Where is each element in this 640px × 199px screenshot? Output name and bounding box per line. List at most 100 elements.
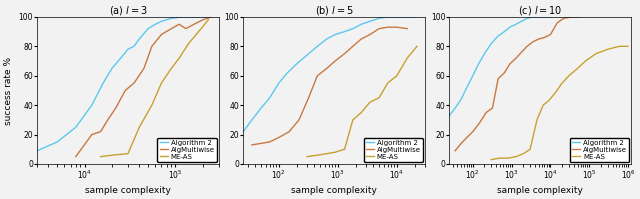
Algorithm 2	[53, 141, 61, 143]
AlgMultiwise	[182, 27, 189, 30]
Algorithm 2	[488, 42, 495, 45]
Algorithm 2	[248, 119, 256, 121]
AlgMultiwise	[500, 72, 508, 74]
ME-AS	[604, 48, 612, 50]
Algorithm 2	[195, 16, 202, 18]
AlgMultiwise	[168, 27, 175, 30]
Algorithm 2	[108, 67, 116, 70]
Algorithm 2	[275, 82, 283, 84]
AlgMultiwise	[248, 144, 256, 146]
AlgMultiwise	[305, 97, 312, 99]
AlgMultiwise	[140, 67, 148, 70]
Legend: Algorithm 2, AlgMultiwise, ME-AS: Algorithm 2, AlgMultiwise, ME-AS	[364, 138, 423, 162]
AlgMultiwise	[157, 33, 165, 36]
Algorithm 2	[375, 17, 383, 20]
AlgMultiwise	[349, 45, 356, 48]
Algorithm 2	[136, 38, 143, 40]
AlgMultiwise	[332, 60, 339, 62]
ME-AS	[545, 100, 552, 102]
Algorithm 2	[152, 23, 159, 25]
Algorithm 2	[469, 75, 477, 77]
ME-AS	[195, 30, 202, 33]
ME-AS	[375, 97, 383, 99]
ME-AS	[582, 60, 589, 62]
Algorithm 2	[500, 30, 508, 33]
Algorithm 2	[512, 23, 520, 25]
AlgMultiwise	[451, 150, 459, 152]
AlgMultiwise	[358, 38, 365, 40]
ME-AS	[349, 119, 356, 121]
AlgMultiwise	[403, 27, 411, 30]
ME-AS	[573, 67, 581, 70]
Algorithm 2	[314, 45, 321, 48]
Algorithm 2	[451, 107, 459, 109]
X-axis label: sample complexity: sample complexity	[85, 186, 171, 195]
Title: (c) $l = 10$: (c) $l = 10$	[518, 4, 563, 17]
Line: Algorithm 2: Algorithm 2	[243, 17, 417, 132]
AlgMultiwise	[130, 82, 138, 84]
ME-AS	[551, 92, 559, 95]
Line: AlgMultiwise: AlgMultiwise	[252, 27, 407, 145]
AlgMultiwise	[340, 53, 348, 55]
Title: (a) $l = 3$: (a) $l = 3$	[109, 4, 147, 17]
ME-AS	[303, 155, 311, 158]
Algorithm 2	[463, 86, 470, 89]
Algorithm 2	[529, 16, 536, 18]
AlgMultiwise	[148, 45, 156, 48]
ME-AS	[592, 53, 600, 55]
Line: ME-AS: ME-AS	[492, 46, 628, 160]
ME-AS	[504, 157, 512, 159]
Algorithm 2	[33, 150, 41, 152]
ME-AS	[204, 19, 212, 21]
ME-AS	[97, 155, 104, 158]
ME-AS	[533, 119, 541, 121]
AlgMultiwise	[384, 26, 392, 28]
Algorithm 2	[284, 72, 291, 74]
Line: ME-AS: ME-AS	[307, 46, 417, 157]
Algorithm 2	[445, 114, 453, 117]
AlgMultiwise	[506, 63, 514, 65]
AlgMultiwise	[529, 41, 536, 43]
Algorithm 2	[179, 16, 186, 18]
Algorithm 2	[541, 16, 548, 18]
Algorithm 2	[257, 107, 265, 109]
ME-AS	[185, 42, 193, 45]
AlgMultiwise	[483, 111, 490, 114]
AlgMultiwise	[104, 119, 111, 121]
AlgMultiwise	[547, 33, 554, 36]
ME-AS	[558, 82, 566, 84]
AlgMultiwise	[458, 142, 465, 145]
ME-AS	[148, 104, 156, 106]
AlgMultiwise	[257, 142, 265, 145]
AlgMultiwise	[575, 16, 583, 18]
ME-AS	[136, 126, 143, 128]
AlgMultiwise	[190, 23, 198, 25]
Algorithm 2	[144, 27, 152, 30]
AlgMultiwise	[518, 51, 525, 53]
ME-AS	[526, 148, 534, 150]
Algorithm 2	[535, 16, 543, 18]
AlgMultiwise	[88, 133, 95, 136]
X-axis label: sample complexity: sample complexity	[497, 186, 583, 195]
AlgMultiwise	[524, 45, 531, 48]
AlgMultiwise	[208, 16, 216, 18]
Algorithm 2	[157, 20, 165, 22]
ME-AS	[565, 75, 573, 77]
AlgMultiwise	[469, 130, 477, 133]
Algorithm 2	[323, 38, 331, 40]
Algorithm 2	[99, 82, 107, 84]
AlgMultiwise	[122, 89, 129, 92]
AlgMultiwise	[568, 16, 575, 18]
ME-AS	[358, 111, 365, 114]
Algorithm 2	[168, 17, 175, 20]
ME-AS	[488, 158, 495, 161]
AlgMultiwise	[494, 77, 502, 80]
ME-AS	[413, 45, 421, 48]
Algorithm 2	[393, 16, 401, 18]
Algorithm 2	[366, 20, 374, 22]
Line: Algorithm 2: Algorithm 2	[449, 17, 550, 115]
AlgMultiwise	[266, 141, 273, 143]
AlgMultiwise	[295, 119, 303, 121]
ME-AS	[384, 82, 392, 84]
AlgMultiwise	[393, 26, 401, 28]
